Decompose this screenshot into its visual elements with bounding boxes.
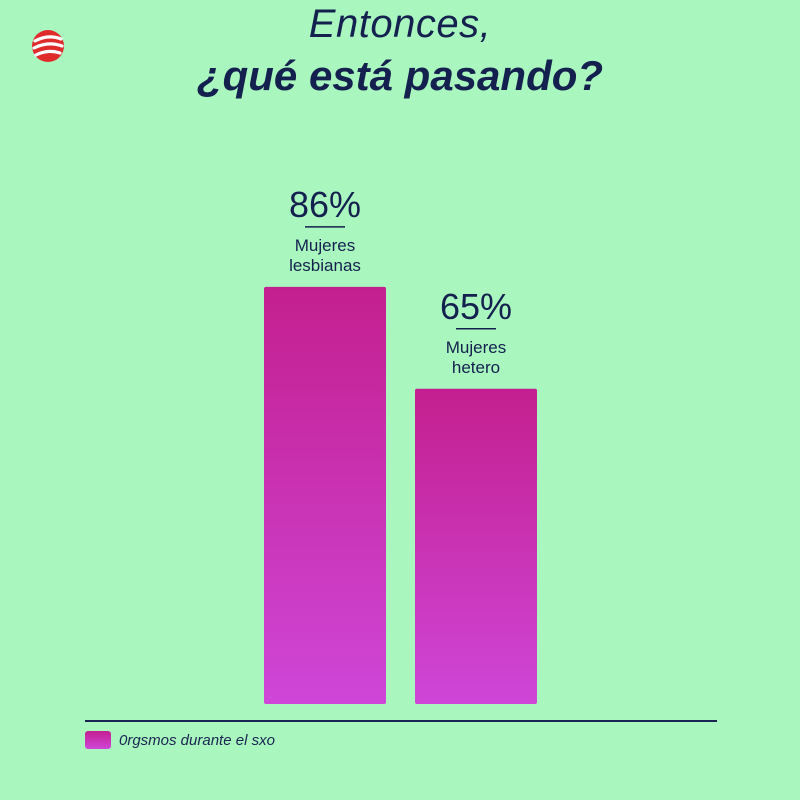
category-label: Mujeres lesbianas — [289, 236, 361, 275]
bar-1 — [264, 286, 386, 704]
bar-value-label: 86% — [289, 184, 361, 225]
bar-value-label: 65% — [440, 286, 512, 327]
bar-2 — [415, 388, 537, 704]
legend: 0rgsmos durante el sxo — [85, 731, 275, 749]
legend-swatch — [85, 731, 111, 749]
category-label: Mujeres hetero — [446, 338, 506, 377]
brand-logo-icon — [32, 30, 64, 62]
title-line-1: Entonces, — [308, 2, 492, 46]
title-line-2: ¿qué está pasando? — [196, 52, 604, 99]
legend-label: 0rgsmos durante el sxo — [119, 731, 275, 749]
chart-baseline — [85, 720, 717, 722]
